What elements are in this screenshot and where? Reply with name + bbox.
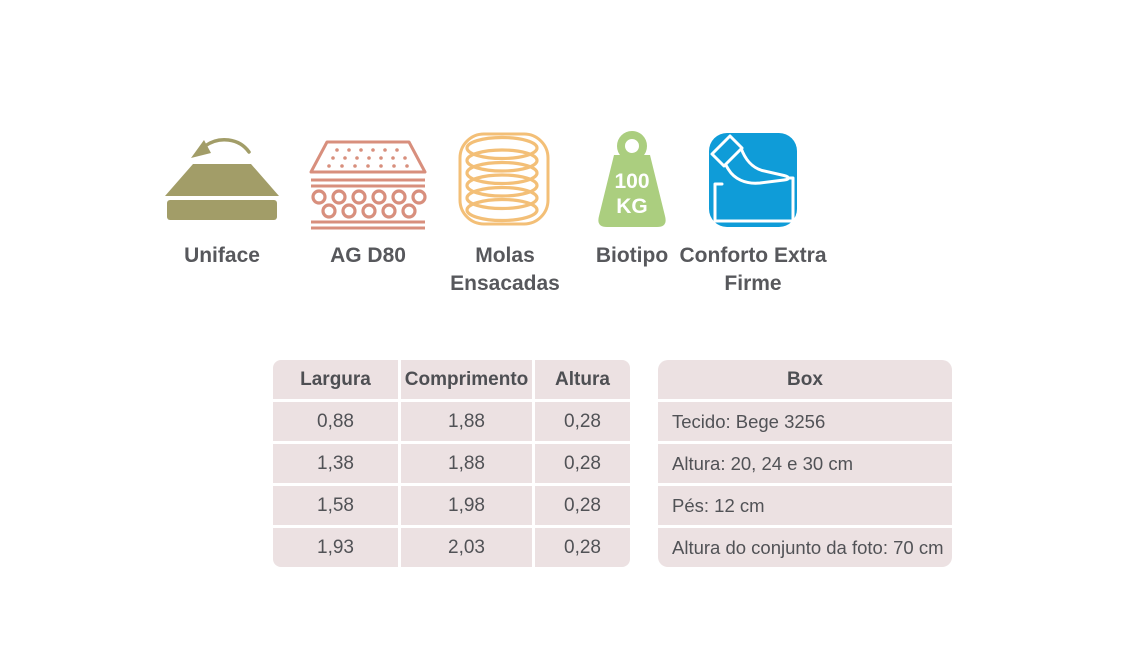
feature-label: Molas Ensacadas [450, 244, 560, 295]
table-row: Altura: 20, 24 e 30 cm [658, 444, 952, 483]
table-row: Pés: 12 cm [658, 486, 952, 525]
feature-conforto-extra-firme: Conforto Extra Firme [678, 126, 828, 297]
table-row: Tecido: Bege 3256 [658, 402, 952, 441]
weight-unit-text: KG [616, 195, 648, 218]
foam-density-layers-icon [309, 126, 427, 230]
table-cell: 1,88 [401, 402, 532, 441]
feature-biotipo: 100 KG Biotipo [557, 126, 707, 270]
table-cell: 1,88 [401, 444, 532, 483]
table-cell: 0,28 [535, 486, 630, 525]
feature-ag-d80: AG D80 [293, 126, 443, 270]
feature-label: Uniface [184, 244, 260, 267]
table-cell: 1,98 [401, 486, 532, 525]
feature-molas-ensacadas: Molas Ensacadas [430, 126, 580, 297]
box-info-table: Box Tecido: Bege 3256 Altura: 20, 24 e 3… [658, 360, 952, 567]
table-cell: 2,03 [401, 528, 532, 567]
pocketed-spring-icon [456, 126, 554, 230]
flip-mattress-icon [163, 126, 281, 230]
weight-value-text: 100 [614, 170, 649, 193]
feature-label: Biotipo [595, 244, 669, 267]
table-cell: 1,93 [273, 528, 398, 567]
table-cell: 1,58 [273, 486, 398, 525]
hand-pressing-mattress-icon [708, 126, 798, 230]
table-cell: 0,88 [273, 402, 398, 441]
table-cell: 0,28 [535, 402, 630, 441]
table-cell: 0,28 [535, 444, 630, 483]
table-row: Altura do conjunto da foto: 70 cm [658, 528, 952, 567]
box-table-header: Box [658, 360, 952, 399]
column-header-largura: Largura [273, 360, 398, 399]
feature-label: AG D80 [330, 244, 406, 267]
feature-uniface: Uniface [147, 126, 297, 270]
dimensions-table: Largura Comprimento Altura 0,88 1,88 0,2… [273, 360, 630, 567]
column-header-comprimento: Comprimento [401, 360, 532, 399]
table-cell: 1,38 [273, 444, 398, 483]
feature-label: Conforto Extra Firme [679, 244, 827, 295]
weight-icon: 100 KG [589, 126, 675, 230]
column-header-altura: Altura [535, 360, 630, 399]
table-cell: 0,28 [535, 528, 630, 567]
